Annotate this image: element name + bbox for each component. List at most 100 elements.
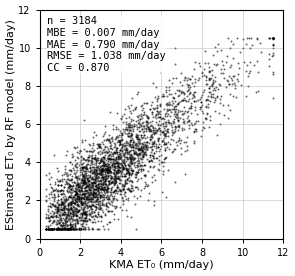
Point xyxy=(100,175,105,180)
Point xyxy=(80,172,84,176)
Point xyxy=(94,168,99,172)
Point xyxy=(100,140,105,144)
Point xyxy=(136,146,141,150)
Point xyxy=(198,96,202,101)
Point xyxy=(110,154,115,158)
Point xyxy=(138,153,142,157)
Point xyxy=(251,63,256,67)
Point xyxy=(137,163,142,167)
Point xyxy=(60,200,64,204)
Point xyxy=(91,157,96,161)
Point xyxy=(211,78,215,83)
Point xyxy=(117,181,122,185)
Point xyxy=(113,178,117,182)
Point xyxy=(78,185,83,189)
Point xyxy=(99,188,103,193)
Point xyxy=(73,186,77,190)
Point xyxy=(63,227,68,231)
Point xyxy=(96,192,101,196)
Point xyxy=(182,172,187,176)
Point xyxy=(82,189,87,193)
Point xyxy=(137,159,141,163)
Point xyxy=(58,178,63,182)
Point xyxy=(78,184,83,188)
Point xyxy=(91,174,96,179)
Point xyxy=(130,147,135,152)
Point xyxy=(142,162,147,167)
Point xyxy=(61,221,65,225)
Point xyxy=(245,74,250,79)
Point xyxy=(114,161,119,165)
Point xyxy=(65,215,69,220)
Point xyxy=(129,131,134,136)
Point xyxy=(140,136,144,140)
Point xyxy=(132,151,137,155)
Point xyxy=(159,160,163,164)
Point xyxy=(140,164,145,169)
Point xyxy=(119,142,124,147)
Point xyxy=(86,191,91,195)
Point xyxy=(65,226,70,231)
Point xyxy=(66,227,71,231)
Point xyxy=(55,194,60,198)
Point xyxy=(160,160,164,164)
Point xyxy=(74,186,79,191)
Point xyxy=(121,187,125,191)
Point xyxy=(109,170,113,174)
Point xyxy=(169,121,174,125)
Point xyxy=(61,225,66,229)
Point xyxy=(54,227,59,231)
Point xyxy=(83,211,88,216)
Point xyxy=(206,78,211,82)
Point xyxy=(142,172,147,177)
Point xyxy=(124,156,129,160)
Point xyxy=(88,189,93,194)
Point xyxy=(74,180,79,185)
Point xyxy=(111,168,116,172)
Point xyxy=(149,123,153,127)
Point xyxy=(75,213,80,217)
Point xyxy=(72,180,77,184)
Point xyxy=(91,188,95,193)
Point xyxy=(72,164,77,168)
Point xyxy=(131,118,135,122)
Point xyxy=(86,155,91,159)
Point xyxy=(74,191,79,195)
Point xyxy=(102,166,107,170)
Point xyxy=(164,119,168,124)
Point xyxy=(111,161,116,165)
Point xyxy=(140,149,145,153)
Point xyxy=(74,200,79,204)
Point xyxy=(75,155,80,160)
Point xyxy=(138,148,143,152)
Point xyxy=(186,109,191,113)
Point xyxy=(126,163,130,167)
Point xyxy=(154,105,159,110)
Point xyxy=(162,106,166,111)
Point xyxy=(134,153,139,158)
Point xyxy=(59,207,64,211)
Point xyxy=(115,127,120,132)
Point xyxy=(72,171,77,176)
Point xyxy=(81,161,85,166)
Point xyxy=(105,197,110,201)
Point xyxy=(142,133,147,137)
Point xyxy=(77,212,82,216)
Point xyxy=(210,88,215,92)
Point xyxy=(77,192,81,197)
Point xyxy=(70,190,75,194)
Point xyxy=(124,171,129,175)
Point xyxy=(71,216,76,221)
Point xyxy=(54,219,59,224)
Point xyxy=(96,209,101,214)
Point xyxy=(101,203,106,208)
Point xyxy=(66,216,71,220)
Point xyxy=(137,125,142,129)
Point xyxy=(81,186,86,190)
Point xyxy=(63,222,68,227)
Point xyxy=(121,152,126,156)
Point xyxy=(98,176,103,180)
Point xyxy=(119,170,124,175)
Point xyxy=(61,227,66,231)
Point xyxy=(206,65,211,69)
